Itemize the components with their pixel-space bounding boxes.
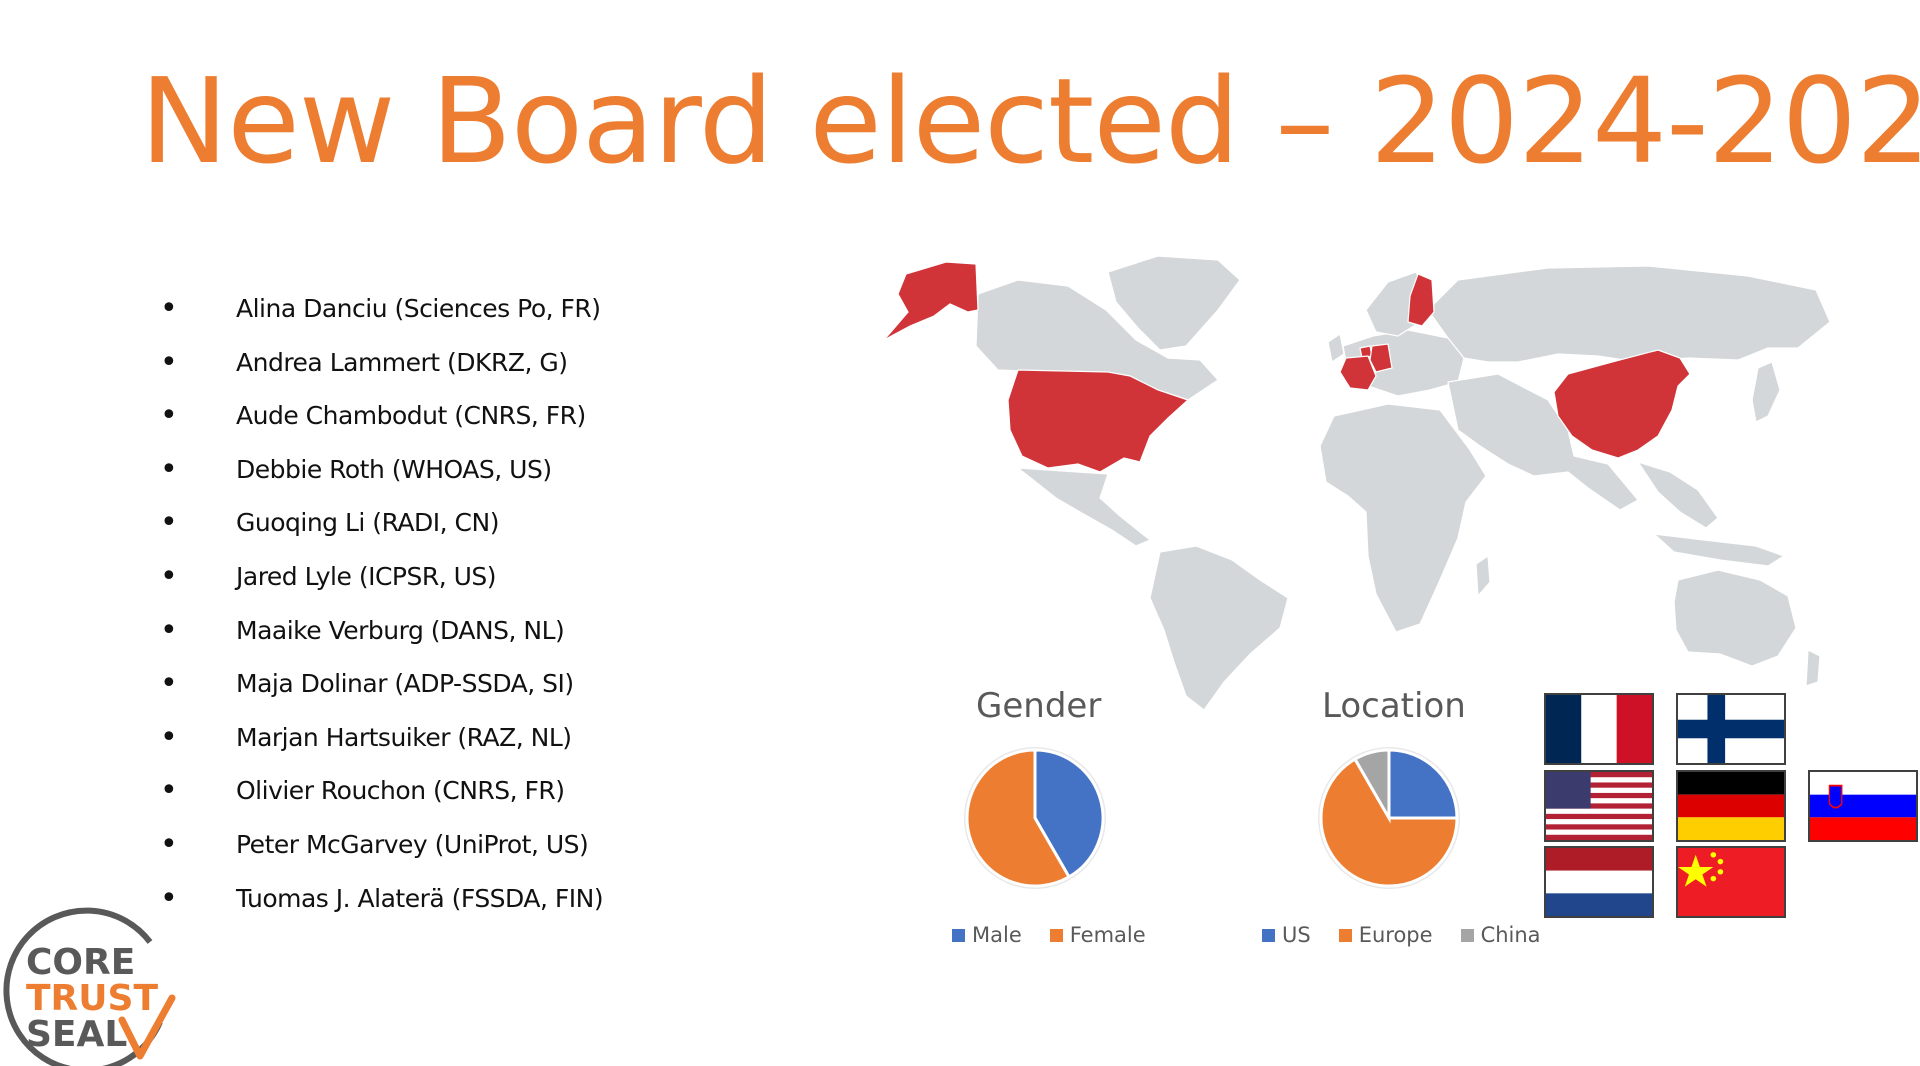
bullet-icon: • [160,880,178,916]
map-new-zealand [1805,649,1821,687]
map-africa [1319,403,1487,633]
flag-netherlands-icon [1544,846,1654,918]
bullet-icon: • [160,719,178,755]
pie-slice-china [1352,748,1391,824]
board-member-item: • Guoqing Li (RADI, CN) [160,498,603,552]
legend-swatch [1338,928,1352,942]
board-member-name: Aude Chambodut (CNRS, FR) [236,401,586,431]
board-member-item: • Maaike Verburg (DANS, NL) [160,606,603,660]
board-member-name: Maaike Verburg (DANS, NL) [236,615,565,645]
location-chart-title: Location [1322,686,1466,726]
location-pie-chart [1318,747,1460,889]
board-member-item: • Jared Lyle (ICPSR, US) [160,552,603,606]
map-alaska-highlight [883,261,979,341]
board-member-item: • Debbie Roth (WHOAS, US) [160,445,603,499]
bullet-icon: • [160,505,178,541]
flag-finland-icon [1676,693,1786,765]
board-member-item: • Olivier Rouchon (CNRS, FR) [160,766,603,820]
pie-slice-female [965,748,1072,888]
legend-swatch [1262,928,1275,942]
legend-item: US [1262,923,1311,947]
board-member-name: Alina Danciu (Sciences Po, FR) [236,294,601,323]
flag-china-icon [1676,846,1786,918]
board-member-name: Olivier Rouchon (CNRS, FR) [236,776,565,806]
bullet-icon: • [160,398,178,434]
flag-usa-icon [1544,770,1654,842]
core-trust-seal-logo: CORE TRUST SEAL [3,907,176,1066]
logo-checkmark-icon [118,994,176,1060]
bullet-icon: • [160,291,178,326]
board-member-name: Tuomas J. Alaterä (FSSDA, FIN) [236,883,604,913]
board-member-name: Marjan Hartsuiker (RAZ, NL) [236,722,572,752]
board-member-name: Maja Dolinar (ADP-SSDA, SI) [236,669,574,699]
map-finland-highlight [1407,273,1435,327]
map-uk [1327,333,1345,363]
bullet-icon: • [160,666,178,702]
legend-item: Europe [1338,923,1433,947]
flag-slovenia-icon [1808,770,1918,842]
logo-line-trust: TRUST [26,978,158,1019]
board-member-list: • Alina Danciu (Sciences Po, FR) • Andrea L… [160,284,604,928]
flag-germany-icon [1676,770,1786,842]
pie-slice-us [1387,748,1459,820]
map-mexico-central-america [1016,467,1152,547]
bullet-icon: • [160,612,178,648]
map-greenland [1107,255,1241,351]
map-japan [1751,361,1781,423]
legend-label: Male [972,923,1022,947]
board-member-name: Andrea Lammert (DKRZ, G) [236,347,568,377]
logo-line-seal: SEAL [26,1014,127,1055]
board-member-item: • Aude Chambodut (CNRS, FR) [160,391,603,445]
bullet-icon: • [160,773,178,809]
map-china-highlight [1553,349,1691,459]
board-member-item: • Andrea Lammert (DKRZ, G) [160,338,603,392]
slide-title: New Board elected – 2024-2027 [140,52,1920,190]
map-germany-highlight [1369,343,1393,373]
bullet-icon: • [160,558,178,594]
logo-line-core: CORE [26,942,135,983]
legend-label: US [1282,923,1311,947]
bullet-icon: • [160,344,178,380]
gender-pie-chart [964,747,1106,889]
board-member-item: • Peter McGarvey (UniProt, US) [160,820,603,874]
bullet-icon: • [160,451,178,487]
map-southeast-asia [1636,460,1719,529]
location-legend: US Europe China [1262,923,1541,947]
legend-label: Europe [1358,923,1433,947]
board-member-item: • Tuomas J. Alaterä (FSSDA, FIN) [160,874,604,928]
pie-slice-europe [1319,757,1459,888]
board-member-name: Jared Lyle (ICPSR, US) [236,561,497,591]
map-france-highlight [1339,355,1377,391]
map-south-america [1149,545,1289,711]
legend-label: China [1480,923,1541,947]
gender-legend: Male Female [952,923,1146,947]
world-map [883,255,1831,711]
legend-item: Male [952,923,1022,947]
legend-label: Female [1069,923,1146,947]
map-madagascar [1475,554,1491,598]
map-russia-asia [1427,265,1831,363]
board-member-name: Guoqing Li (RADI, CN) [236,508,499,538]
legend-swatch [1049,928,1063,942]
legend-item: China [1460,923,1541,947]
legend-item: Female [1049,923,1146,947]
board-member-item: • Alina Danciu (Sciences Po, FR) [160,284,603,338]
map-australia [1673,569,1797,667]
map-indonesia [1652,533,1786,567]
map-middle-east-asia [1447,373,1639,511]
gender-chart-title: Gender [976,686,1102,726]
board-member-item: • Marjan Hartsuiker (RAZ, NL) [160,713,603,767]
map-usa-highlight [1007,369,1190,473]
bullet-icon: • [160,826,178,862]
legend-swatch [952,928,965,942]
board-member-name: Debbie Roth (WHOAS, US) [236,454,552,484]
flag-france-icon [1544,693,1654,765]
board-member-item: • Maja Dolinar (ADP-SSDA, SI) [160,659,603,713]
board-member-name: Peter McGarvey (UniProt, US) [236,829,589,859]
legend-swatch [1460,928,1474,942]
